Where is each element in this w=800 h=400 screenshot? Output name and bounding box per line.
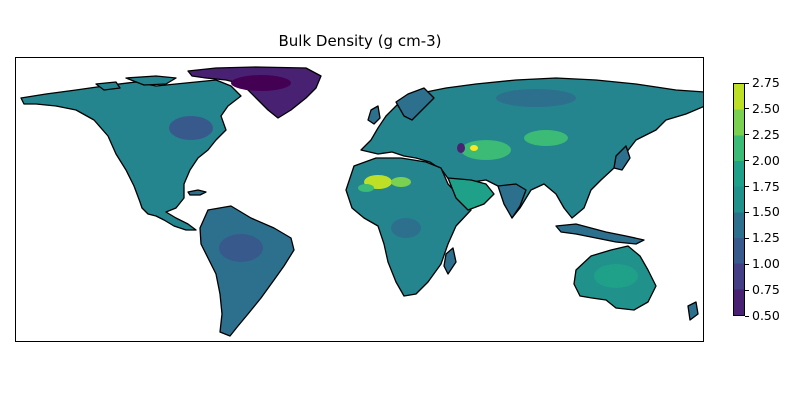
colorbar bbox=[733, 83, 745, 316]
canadian-shield-patch bbox=[169, 116, 213, 140]
sahara-patch-2 bbox=[391, 177, 411, 187]
colorbar-tick-label: 2.00 bbox=[752, 152, 780, 168]
south-america bbox=[199, 205, 295, 337]
colorbar-tick-label: 2.75 bbox=[752, 75, 780, 90]
gobi-patch bbox=[524, 130, 568, 146]
world-map bbox=[20, 66, 703, 337]
colorbar-tick-label: 1.50 bbox=[752, 204, 780, 220]
colorbar-tick-mark bbox=[745, 108, 749, 110]
madagascar bbox=[443, 247, 457, 275]
colorbar-tick-label: 2.25 bbox=[752, 126, 780, 142]
yellow-spot bbox=[470, 145, 478, 151]
caribbean bbox=[187, 189, 207, 196]
colorbar-tick-mark bbox=[745, 82, 749, 84]
arctic-islands bbox=[95, 75, 177, 91]
map-title: Bulk Density (g cm-3) bbox=[278, 32, 442, 50]
indonesia bbox=[555, 223, 645, 245]
colorbar-tick-label: 1.00 bbox=[752, 256, 780, 272]
japan bbox=[613, 145, 631, 171]
sahara-patch-3 bbox=[358, 184, 374, 192]
colorbar-tick-label: 1.25 bbox=[752, 230, 780, 246]
map-panel bbox=[15, 57, 704, 342]
australia-patch bbox=[594, 264, 638, 288]
colorbar-tick-label: 1.75 bbox=[752, 178, 780, 194]
colorbar-tick-mark bbox=[745, 237, 749, 239]
north-america bbox=[20, 79, 242, 231]
colorbar-tick-label: 0.50 bbox=[752, 308, 780, 323]
density-patches bbox=[169, 75, 638, 288]
colorbar-tick-mark bbox=[745, 134, 749, 136]
siberia-patch bbox=[496, 89, 576, 107]
colorbar-tick-mark bbox=[745, 263, 749, 265]
colorbar-tick-label: 2.50 bbox=[752, 100, 780, 116]
colorbar-tick-label: 0.75 bbox=[752, 282, 780, 298]
colorbar-tick-mark bbox=[745, 160, 749, 162]
india bbox=[497, 183, 527, 219]
amazon-patch bbox=[219, 234, 263, 262]
new-zealand bbox=[687, 301, 699, 321]
british-isles bbox=[367, 105, 381, 125]
greenland-dark-patch bbox=[231, 75, 291, 91]
colorbar-tick-mark bbox=[745, 315, 749, 317]
colorbar-tick-mark bbox=[745, 289, 749, 291]
arabia bbox=[447, 177, 495, 211]
colorbar-tick-mark bbox=[745, 211, 749, 213]
congo-patch bbox=[391, 218, 421, 238]
land-masses bbox=[20, 66, 703, 337]
central-asia-patch bbox=[461, 140, 511, 160]
caspian-patch bbox=[457, 143, 465, 153]
colorbar-tick-mark bbox=[745, 186, 749, 188]
scandinavia bbox=[395, 87, 435, 121]
